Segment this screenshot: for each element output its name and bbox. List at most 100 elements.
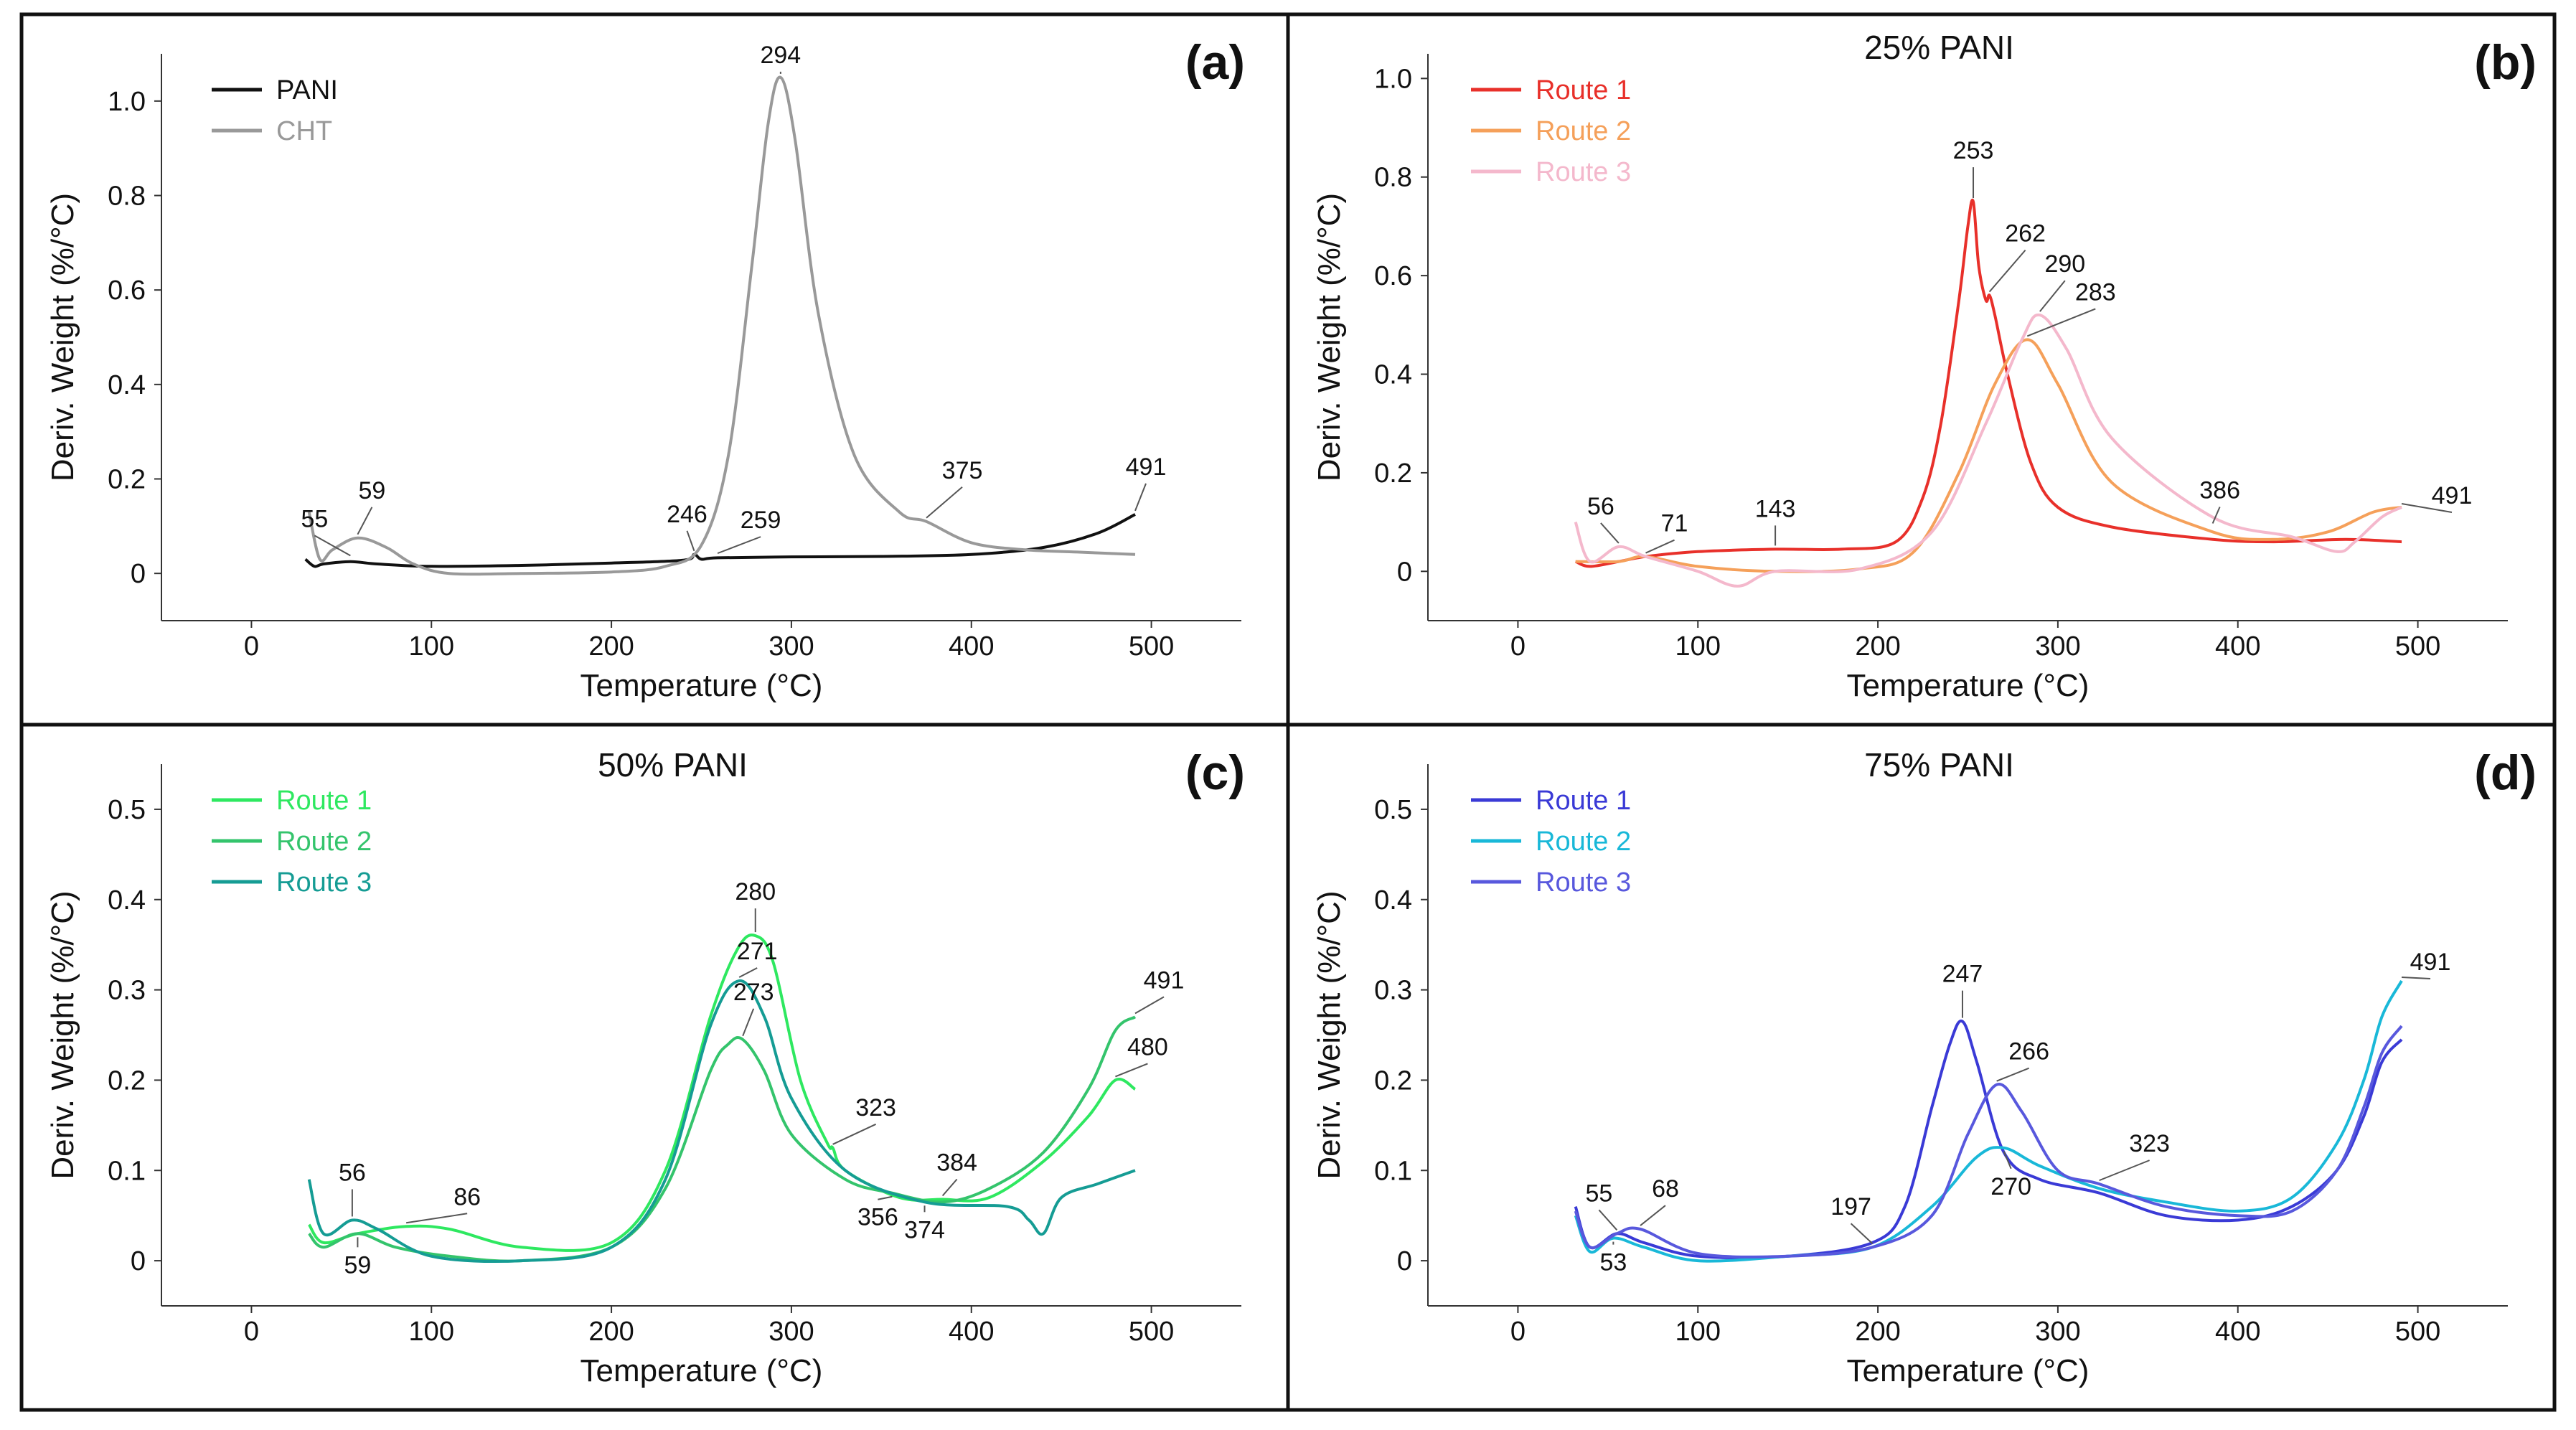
legend-label: CHT: [276, 116, 332, 146]
annotation-label: 56: [339, 1159, 366, 1186]
panel-label: (d): [2474, 745, 2537, 800]
annotation-leader: [2099, 1159, 2150, 1182]
annotation-label: 55: [301, 505, 328, 532]
annotation-label: 356: [857, 1204, 898, 1231]
annotation-leader: [878, 1195, 893, 1200]
x-tick-label: 300: [768, 1317, 814, 1347]
x-tick-label: 200: [1855, 631, 1900, 662]
annotation-label: 271: [737, 938, 778, 965]
figure-frame: [19, 12, 2557, 1412]
annotation-leader: [2039, 280, 2066, 312]
annotation-label: 59: [358, 477, 385, 504]
series-line-route-3: [1574, 313, 2402, 588]
annotation-label: 270: [1990, 1173, 2031, 1200]
annotation-label: 71: [1661, 510, 1688, 537]
x-tick-label: 0: [1510, 1317, 1526, 1347]
legend-label: Route 2: [1536, 827, 1631, 857]
annotation-label: 491: [1144, 966, 1185, 994]
annotation-label: 266: [2008, 1038, 2049, 1066]
y-tick-label: 0.3: [108, 976, 146, 1006]
series-line-route-2: [1574, 980, 2403, 1263]
annotation-label: 375: [942, 457, 983, 484]
annotation-label: 290: [2044, 250, 2085, 278]
annotation-label: 374: [904, 1216, 945, 1243]
y-tick-label: 0: [131, 1246, 146, 1276]
y-tick-label: 0.1: [1374, 1156, 1412, 1186]
x-tick-label: 200: [1855, 1317, 1900, 1347]
annotation-label: 259: [741, 507, 781, 534]
x-tick-label: 100: [409, 631, 454, 662]
chart-panel-d: 0 100 200 300 400 500 0 0.1 0.2 0.3 0.4 0.5 Temperat…: [1312, 745, 2537, 1388]
x-tick-label: 500: [2395, 1317, 2440, 1347]
x-tick-label: 300: [2035, 1317, 2080, 1347]
annotation-leader: [941, 1178, 958, 1197]
y-tick-label: 0: [1397, 1246, 1412, 1276]
annotation-leader: [1988, 249, 2026, 293]
series-line-route-1: [1574, 1019, 2403, 1260]
y-tick-label: 0.8: [1374, 163, 1412, 193]
annotation-leader: [1134, 483, 1147, 512]
x-tick-label: 400: [949, 1317, 994, 1347]
panel-label: (a): [1185, 35, 1245, 90]
x-tick-label: 0: [244, 631, 259, 662]
x-tick-label: 200: [588, 631, 634, 662]
y-tick-label: 1.0: [108, 87, 146, 117]
series-line-route-2: [308, 1015, 1137, 1263]
y-tick-label: 0.2: [108, 1066, 146, 1096]
legend-label: PANI: [276, 75, 338, 105]
series-line-route-2: [1575, 338, 2402, 573]
annotation-leader: [1640, 1205, 1666, 1226]
x-tick-label: 200: [588, 1317, 634, 1347]
x-tick-label: 500: [1129, 1317, 1174, 1347]
x-tick-label: 500: [1129, 631, 1174, 662]
y-tick-label: 0.2: [1374, 1066, 1412, 1096]
series-line-route-3: [307, 979, 1136, 1264]
y-axis-label: Deriv. Weight (%/°C): [45, 890, 80, 1179]
series-line-cht: [307, 75, 1136, 576]
legend-label: Route 1: [1536, 75, 1631, 105]
x-tick-label: 0: [1510, 631, 1526, 662]
annotation-leader: [1996, 1067, 2030, 1082]
x-tick-label: 400: [2215, 631, 2260, 662]
annotation-leader: [686, 530, 695, 552]
annotation-leader: [2401, 977, 2431, 979]
y-tick-label: 0.4: [1374, 885, 1412, 916]
y-tick-label: 0.8: [108, 182, 146, 212]
annotation-label: 55: [1585, 1180, 1612, 1207]
y-tick-label: 0.2: [108, 465, 146, 495]
chart-title: 25% PANI: [1864, 29, 2014, 66]
annotation-label: 59: [344, 1251, 371, 1279]
y-tick-label: 0: [131, 559, 146, 589]
annotation-label: 280: [735, 878, 776, 905]
annotation-label: 68: [1652, 1175, 1679, 1203]
x-axis-label: Temperature (°C): [580, 1353, 823, 1388]
x-tick-label: 100: [1675, 631, 1721, 662]
x-tick-label: 100: [1675, 1317, 1721, 1347]
series-line-route-1: [308, 933, 1137, 1252]
annotation-label: 491: [2432, 482, 2473, 509]
x-tick-label: 400: [949, 631, 994, 662]
annotation-label: 247: [1942, 961, 1983, 988]
y-tick-label: 0.5: [1374, 795, 1412, 825]
y-axis-label: Deriv. Weight (%/°C): [45, 193, 80, 481]
annotation-leader: [1600, 522, 1620, 544]
annotation-leader: [1645, 539, 1675, 554]
y-tick-label: 0.3: [1374, 976, 1412, 1006]
annotation-leader: [717, 536, 761, 555]
annotation-leader: [1850, 1223, 1874, 1244]
annotation-leader: [738, 967, 758, 978]
y-tick-label: 0.5: [108, 795, 146, 825]
annotation-leader: [314, 535, 351, 557]
x-axis-label: Temperature (°C): [580, 668, 823, 703]
legend-label: Route 1: [1536, 786, 1631, 816]
x-tick-label: 300: [768, 631, 814, 662]
annotation-label: 323: [855, 1094, 896, 1121]
legend-label: Route 2: [1536, 116, 1631, 146]
annotation-label: 480: [1127, 1033, 1168, 1060]
annotation-label: 384: [936, 1149, 977, 1177]
annotation-label: 491: [1126, 453, 1167, 481]
chart-title: 75% PANI: [1864, 746, 2014, 784]
annotation-label: 53: [1599, 1249, 1627, 1276]
legend-label: Route 1: [276, 786, 372, 816]
chart-panel-b: 0 100 200 300 400 500 0 0.2 0.4 0.6 0.8 1.0 Temperat…: [1312, 29, 2537, 703]
